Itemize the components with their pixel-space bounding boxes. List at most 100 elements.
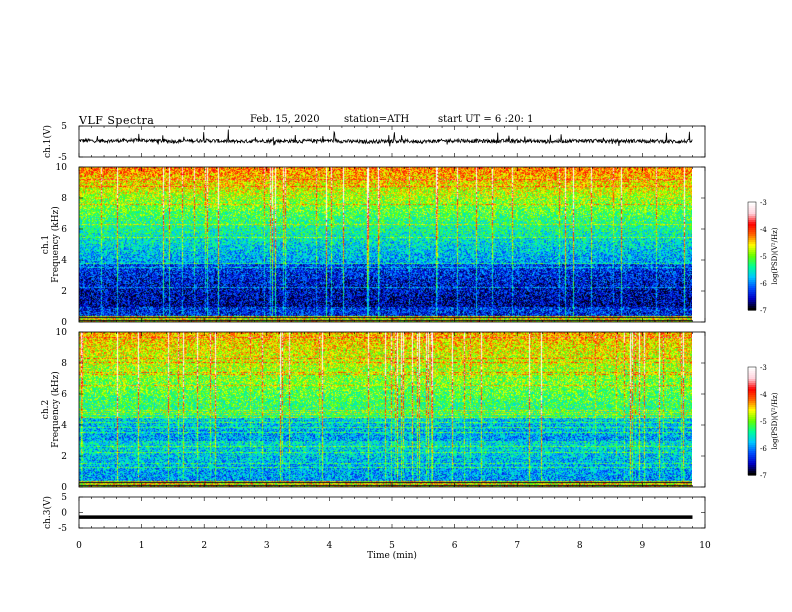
x-tick-label: 1	[139, 541, 145, 551]
ch2-colorbar-swatch	[748, 393, 756, 396]
y-tick-label: 5	[61, 122, 67, 132]
ch2-colorbar-swatch	[748, 381, 756, 384]
ch1-colorbar-tick-label: -3	[760, 199, 767, 207]
ch2-colorbar-swatch	[748, 447, 756, 450]
date-label: Feb. 15, 2020	[250, 114, 320, 125]
ch1-colorbar-swatch	[748, 280, 756, 283]
ch2-colorbar-swatch	[748, 463, 756, 466]
ch2-colorbar-swatch	[748, 419, 756, 422]
y-tick-label: 0	[61, 318, 67, 328]
ch2-spectrogram-image	[79, 332, 692, 487]
ch2-colorbar-swatch	[748, 435, 756, 438]
ch1-colorbar-swatch	[748, 222, 756, 225]
ch1-colorbar-swatch	[748, 202, 756, 205]
ch2-colorbar-frame	[747, 366, 757, 476]
ch1-colorbar-swatch	[748, 204, 756, 207]
ch2-colorbar-swatch	[748, 409, 756, 412]
ch1-colorbar-swatch	[748, 272, 756, 275]
ch2-colorbar-swatch	[748, 441, 756, 444]
ch1-colorbar-swatch	[748, 254, 756, 257]
ch2-colorbar-swatch	[748, 379, 756, 382]
ch2-colorbar-swatch	[748, 431, 756, 434]
y-tick-label: 4	[61, 421, 67, 431]
ch2-colorbar-swatch	[748, 471, 756, 474]
ch1-colorbar-swatch	[748, 304, 756, 307]
ch1-colorbar-swatch	[748, 236, 756, 239]
ch1-colorbar-swatch	[748, 302, 756, 305]
y-axis-label-line: ch.1	[41, 235, 51, 254]
ch2-colorbar-swatch	[748, 467, 756, 470]
ch1-colorbar-swatch	[748, 294, 756, 297]
ch1-colorbar-swatch	[748, 206, 756, 209]
ch1-colorbar-swatch	[748, 246, 756, 249]
ch1-colorbar-swatch	[748, 290, 756, 293]
ch1-colorbar-tick-label: -6	[760, 280, 767, 288]
y-tick-label: 8	[61, 359, 67, 369]
ch1-colorbar-swatch	[748, 220, 756, 223]
time-axis: 0 1 2 3 4 5 6 7 8 9 10 Time (min)	[76, 541, 711, 561]
ch1-colorbar-swatch	[748, 282, 756, 285]
ch1-colorbar-swatch	[748, 300, 756, 303]
ch1-colorbar-swatch	[748, 216, 756, 219]
x-tick-label: 0	[76, 541, 82, 551]
ch1-colorbar-swatch	[748, 248, 756, 251]
y-tick-label: 10	[56, 163, 68, 173]
y-tick-label: 5	[61, 493, 67, 503]
ch2-colorbar-swatch	[748, 425, 756, 428]
ch2-colorbar-swatch	[748, 451, 756, 454]
ch1-waveform-panel: 5 -5 ch.1(V)	[42, 122, 706, 163]
ch2-colorbar-swatch	[748, 369, 756, 372]
ch2-colorbar-label: log(PSD)(V²/Hz)	[771, 392, 779, 449]
x-axis-label: Time (min)	[367, 550, 417, 561]
y-tick-label: 2	[61, 287, 67, 297]
ch1-colorbar-swatch	[748, 212, 756, 215]
ch1-colorbar-tick-label: -7	[760, 307, 767, 315]
ch2-colorbar-swatch	[748, 445, 756, 448]
ch2-colorbar-swatch	[748, 459, 756, 462]
ch2-colorbar-swatch	[748, 373, 756, 376]
ch1-colorbar-swatch	[748, 260, 756, 263]
y-tick-label: -5	[58, 153, 67, 163]
ch1-colorbar-swatch	[748, 306, 756, 309]
y-tick-label: 6	[61, 390, 67, 400]
ch1-colorbar-swatch	[748, 268, 756, 271]
ch1-colorbar-swatch	[748, 234, 756, 237]
x-tick-label: 10	[699, 541, 711, 551]
y-axis-label: ch.1(V)	[42, 125, 53, 158]
ch1-colorbar-swatch	[748, 308, 756, 311]
ch2-colorbar-swatch	[748, 385, 756, 388]
x-tick-label: 5	[389, 541, 395, 551]
y-tick-label: 4	[61, 256, 67, 266]
ch1-colorbar-swatch	[748, 276, 756, 279]
ch1-colorbar-swatch	[748, 218, 756, 221]
ch2-colorbar-swatch	[748, 411, 756, 414]
ch2-colorbar-swatch	[748, 417, 756, 420]
ch2-colorbar-swatch	[748, 429, 756, 432]
ch2-colorbar-swatch	[748, 449, 756, 452]
y-axis-label: ch.3(V)	[42, 496, 53, 529]
ch2-colorbar-swatch	[748, 397, 756, 400]
ch1-colorbar-swatch	[748, 232, 756, 235]
ch2-colorbar-swatch	[748, 455, 756, 458]
start-time-label: start UT = 6 :20: 1	[438, 114, 534, 125]
ch1-colorbar-swatch	[748, 214, 756, 217]
x-tick-label: 4	[327, 541, 333, 551]
ch2-colorbar-swatch	[748, 407, 756, 410]
ch1-colorbar-swatch	[748, 262, 756, 265]
y-tick-label: 8	[61, 194, 67, 204]
figure-title: VLF Spectra	[79, 114, 155, 127]
x-tick-label: 6	[452, 541, 458, 551]
ch2-colorbar-swatch	[748, 443, 756, 446]
ch2-colorbar-tick-label: -4	[760, 391, 767, 399]
ch1-colorbar-swatch	[748, 240, 756, 243]
ch1-colorbar-swatch	[748, 230, 756, 233]
y-axis-label: ch.1Frequency (kHz)	[41, 206, 61, 283]
ch1-colorbar-swatch	[748, 298, 756, 301]
ch2-colorbar-swatch	[748, 457, 756, 460]
x-tick-label: 7	[514, 541, 520, 551]
ch2-colorbar-swatch	[748, 403, 756, 406]
ch2-colorbar-swatch	[748, 423, 756, 426]
ch1-colorbar-swatch	[748, 238, 756, 241]
ch1-colorbar-tick-label: -4	[760, 226, 767, 234]
